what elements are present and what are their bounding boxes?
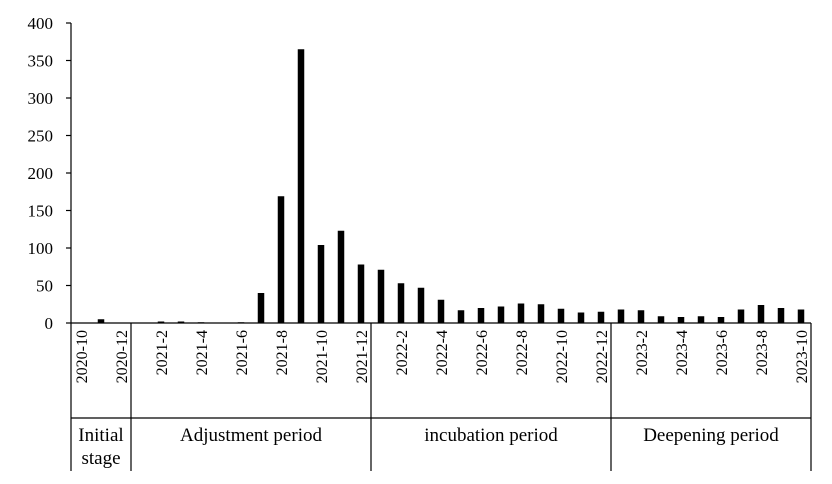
- x-tick-label: 2022-4: [434, 330, 451, 375]
- bar: [357, 264, 365, 323]
- bar: [797, 309, 805, 323]
- period-groups: Initial stage Adjustment period incubation …: [70, 323, 812, 471]
- bar: [317, 245, 325, 323]
- y-tick-label: 50: [36, 277, 53, 296]
- bar: [617, 309, 625, 323]
- bar: [277, 196, 285, 323]
- group-label: Deepening period: [643, 425, 779, 446]
- x-tick-label: 2022-10: [554, 330, 571, 383]
- bar: [337, 230, 345, 323]
- bar: [597, 311, 605, 323]
- group-label-line: incubation period: [424, 425, 558, 446]
- x-tick-label: 2023-6: [714, 330, 731, 375]
- bar: [477, 308, 485, 323]
- bar: [577, 312, 585, 323]
- bar: [537, 304, 545, 323]
- group-label-line: Deepening period: [643, 425, 779, 446]
- x-axis: 2020-10 2020-12 2021-2 2021-4 2021-6 2021-8 20…: [71, 322, 811, 383]
- bar: [397, 283, 405, 323]
- group-label: Initial stage: [78, 425, 123, 469]
- group-label: Adjustment period: [180, 425, 322, 446]
- x-tick-label: 2022-8: [514, 330, 531, 375]
- bar: [177, 321, 185, 323]
- x-tick-label: 2022-12: [594, 330, 611, 383]
- x-tick-label: 2021-10: [314, 330, 331, 383]
- y-axis: 0 50 100 150 200 250 300 350 400: [28, 14, 72, 333]
- bar: [717, 317, 725, 323]
- bar: [97, 319, 105, 323]
- bar: [637, 310, 645, 323]
- group-label-line: Adjustment period: [180, 425, 322, 446]
- x-tick-label: 2022-2: [394, 330, 411, 375]
- y-tick-label: 100: [28, 239, 54, 258]
- x-tick-label: 2021-8: [274, 330, 291, 375]
- x-tick-label: 2020-10: [74, 330, 91, 383]
- group-label-line: stage: [81, 448, 120, 469]
- bar: [517, 303, 525, 323]
- bar: [497, 306, 505, 323]
- bar: [417, 287, 425, 323]
- group-label-line: Initial: [78, 425, 123, 446]
- bar: [777, 308, 785, 323]
- bar: [737, 309, 745, 323]
- y-tick-label: 0: [45, 314, 54, 333]
- y-tick-label: 400: [28, 14, 54, 33]
- bar: [757, 305, 765, 323]
- x-tick-label: 2023-10: [794, 330, 811, 383]
- bar: [557, 308, 565, 323]
- x-tick-label: 2020-12: [114, 330, 131, 383]
- bar: [657, 316, 665, 323]
- x-tick-label: 2023-2: [634, 330, 651, 375]
- bar: [377, 269, 385, 323]
- bar: [457, 310, 465, 323]
- x-tick-label: 2021-12: [354, 330, 371, 383]
- group-label: incubation period: [424, 425, 558, 446]
- y-tick-label: 300: [28, 89, 54, 108]
- x-tick-label: 2021-6: [234, 330, 251, 375]
- y-tick-label: 200: [28, 164, 54, 183]
- y-tick-label: 150: [28, 202, 54, 221]
- x-tick-label: 2021-2: [154, 330, 171, 375]
- x-tick-label: 2021-4: [194, 330, 211, 375]
- bar: [257, 293, 265, 323]
- x-tick-label: 2023-4: [674, 330, 691, 375]
- bar: [157, 321, 165, 323]
- y-tick-label: 350: [28, 52, 54, 71]
- bar: [437, 299, 445, 323]
- y-tick-label: 250: [28, 127, 54, 146]
- bars: [97, 49, 805, 323]
- x-tick-label: 2023-8: [754, 330, 771, 375]
- bar: [697, 316, 705, 323]
- bar: [297, 49, 305, 323]
- x-tick-label: 2022-6: [474, 330, 491, 375]
- bar: [677, 317, 685, 323]
